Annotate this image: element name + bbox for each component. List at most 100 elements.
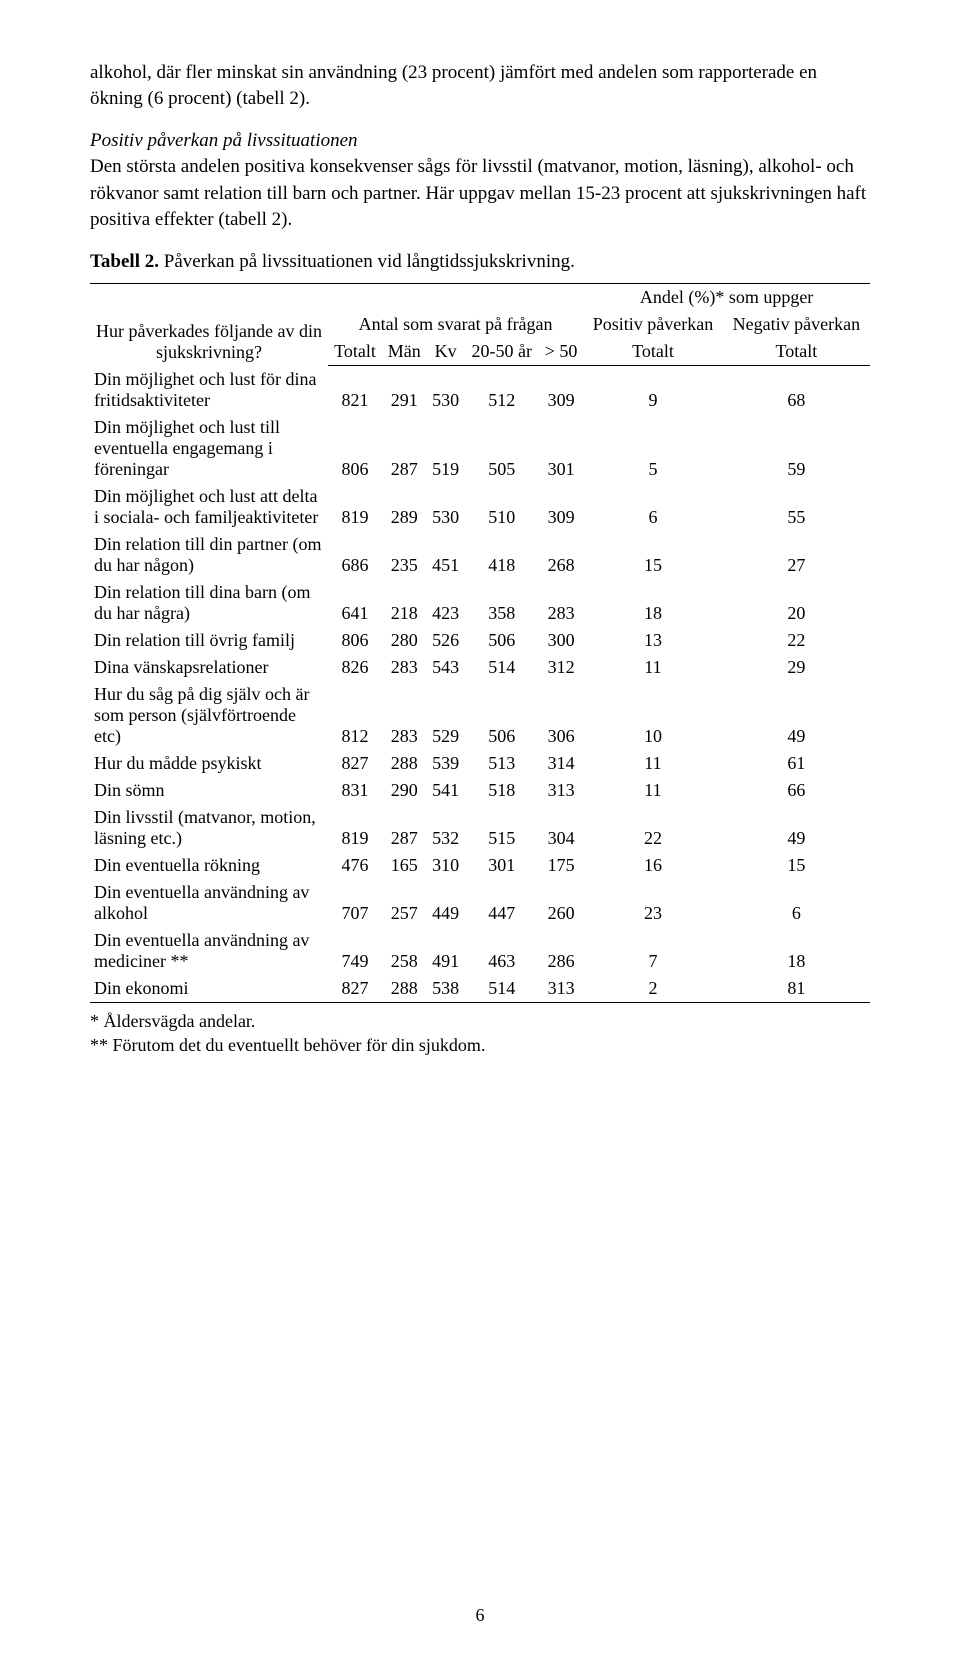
header-counts-span: Antal som svarat på frågan — [328, 284, 583, 339]
row-value: 20 — [723, 579, 870, 627]
header-question: Hur påverkades följande av din sjukskriv… — [90, 284, 328, 366]
row-label: Din möjlighet och lust för dina fritidsa… — [90, 366, 328, 414]
row-value: 59 — [723, 414, 870, 483]
row-value: 289 — [382, 483, 427, 531]
row-value: 6 — [723, 879, 870, 927]
row-value: 313 — [539, 975, 583, 1003]
row-value: 15 — [583, 531, 723, 579]
row-value: 175 — [539, 852, 583, 879]
table-row: Din eventuella användning av mediciner *… — [90, 927, 870, 975]
row-value: 309 — [539, 483, 583, 531]
row-value: 538 — [427, 975, 465, 1003]
row-value: 7 — [583, 927, 723, 975]
row-value: 526 — [427, 627, 465, 654]
row-value: 6 — [583, 483, 723, 531]
table-row: Din möjlighet och lust för dina fritidsa… — [90, 366, 870, 414]
row-value: 707 — [328, 879, 382, 927]
row-label: Hur du såg på dig själv och är som perso… — [90, 681, 328, 750]
row-value: 300 — [539, 627, 583, 654]
table-row: Din relation till övrig familj8062805265… — [90, 627, 870, 654]
row-value: 10 — [583, 681, 723, 750]
row-value: 358 — [465, 579, 539, 627]
row-value: 18 — [723, 927, 870, 975]
header-kv: Kv — [427, 338, 465, 366]
row-label: Dina vänskapsrelationer — [90, 654, 328, 681]
row-value: 288 — [382, 975, 427, 1003]
row-value: 514 — [465, 654, 539, 681]
row-label: Din ekonomi — [90, 975, 328, 1003]
row-value: 641 — [328, 579, 382, 627]
row-value: 513 — [465, 750, 539, 777]
row-value: 463 — [465, 927, 539, 975]
row-value: 11 — [583, 777, 723, 804]
row-value: 5 — [583, 414, 723, 483]
header-positive: Positiv påverkan — [583, 311, 723, 338]
row-value: 806 — [328, 627, 382, 654]
row-value: 258 — [382, 927, 427, 975]
header-pct-span: Andel (%)* som uppger — [583, 284, 870, 312]
row-value: 530 — [427, 483, 465, 531]
row-value: 18 — [583, 579, 723, 627]
row-value: 529 — [427, 681, 465, 750]
header-man: Män — [382, 338, 427, 366]
table-row: Hur du mådde psykiskt8272885395133141161 — [90, 750, 870, 777]
table-row: Dina vänskapsrelationer82628354351431211… — [90, 654, 870, 681]
row-value: 287 — [382, 414, 427, 483]
table-row: Din möjlighet och lust att delta i socia… — [90, 483, 870, 531]
row-value: 22 — [583, 804, 723, 852]
row-value: 819 — [328, 483, 382, 531]
row-value: 13 — [583, 627, 723, 654]
row-value: 286 — [539, 927, 583, 975]
row-value: 310 — [427, 852, 465, 879]
row-value: 29 — [723, 654, 870, 681]
row-value: 49 — [723, 804, 870, 852]
row-value: 749 — [328, 927, 382, 975]
table-row: Din ekonomi827288538514313281 — [90, 975, 870, 1003]
row-value: 11 — [583, 750, 723, 777]
row-label: Din möjlighet och lust att delta i socia… — [90, 483, 328, 531]
row-value: 514 — [465, 975, 539, 1003]
row-value: 27 — [723, 531, 870, 579]
row-label: Din eventuella rökning — [90, 852, 328, 879]
row-value: 515 — [465, 804, 539, 852]
section-paragraph: Den största andelen positiva konsekvense… — [90, 154, 870, 233]
row-value: 268 — [539, 531, 583, 579]
row-value: 288 — [382, 750, 427, 777]
row-value: 306 — [539, 681, 583, 750]
row-value: 301 — [539, 414, 583, 483]
row-label: Din sömn — [90, 777, 328, 804]
row-value: 283 — [382, 681, 427, 750]
row-value: 812 — [328, 681, 382, 750]
table-row: Din eventuella användning av alkohol7072… — [90, 879, 870, 927]
row-value: 218 — [382, 579, 427, 627]
data-table: Hur påverkades följande av din sjukskriv… — [90, 283, 870, 1003]
row-value: 16 — [583, 852, 723, 879]
table-row: Din sömn8312905415183131166 — [90, 777, 870, 804]
row-value: 283 — [539, 579, 583, 627]
row-value: 519 — [427, 414, 465, 483]
row-value: 506 — [465, 627, 539, 654]
header-neg-totalt: Totalt — [723, 338, 870, 366]
row-value: 806 — [328, 414, 382, 483]
row-label: Din eventuella användning av mediciner *… — [90, 927, 328, 975]
header-age1: 20-50 år — [465, 338, 539, 366]
table-footnotes: * Åldersvägda andelar. ** Förutom det du… — [90, 1009, 870, 1058]
row-value: 530 — [427, 366, 465, 414]
header-negative: Negativ påverkan — [723, 311, 870, 338]
row-value: 257 — [382, 879, 427, 927]
footnote-1: * Åldersvägda andelar. — [90, 1009, 870, 1033]
section-heading: Positiv påverkan på livssituationen — [90, 130, 870, 152]
table-row: Din relation till din partner (om du har… — [90, 531, 870, 579]
row-value: 418 — [465, 531, 539, 579]
row-value: 827 — [328, 750, 382, 777]
row-value: 831 — [328, 777, 382, 804]
row-value: 543 — [427, 654, 465, 681]
row-label: Hur du mådde psykiskt — [90, 750, 328, 777]
row-value: 283 — [382, 654, 427, 681]
row-value: 309 — [539, 366, 583, 414]
row-value: 55 — [723, 483, 870, 531]
row-value: 312 — [539, 654, 583, 681]
header-age2: > 50 — [539, 338, 583, 366]
row-value: 476 — [328, 852, 382, 879]
row-value: 280 — [382, 627, 427, 654]
